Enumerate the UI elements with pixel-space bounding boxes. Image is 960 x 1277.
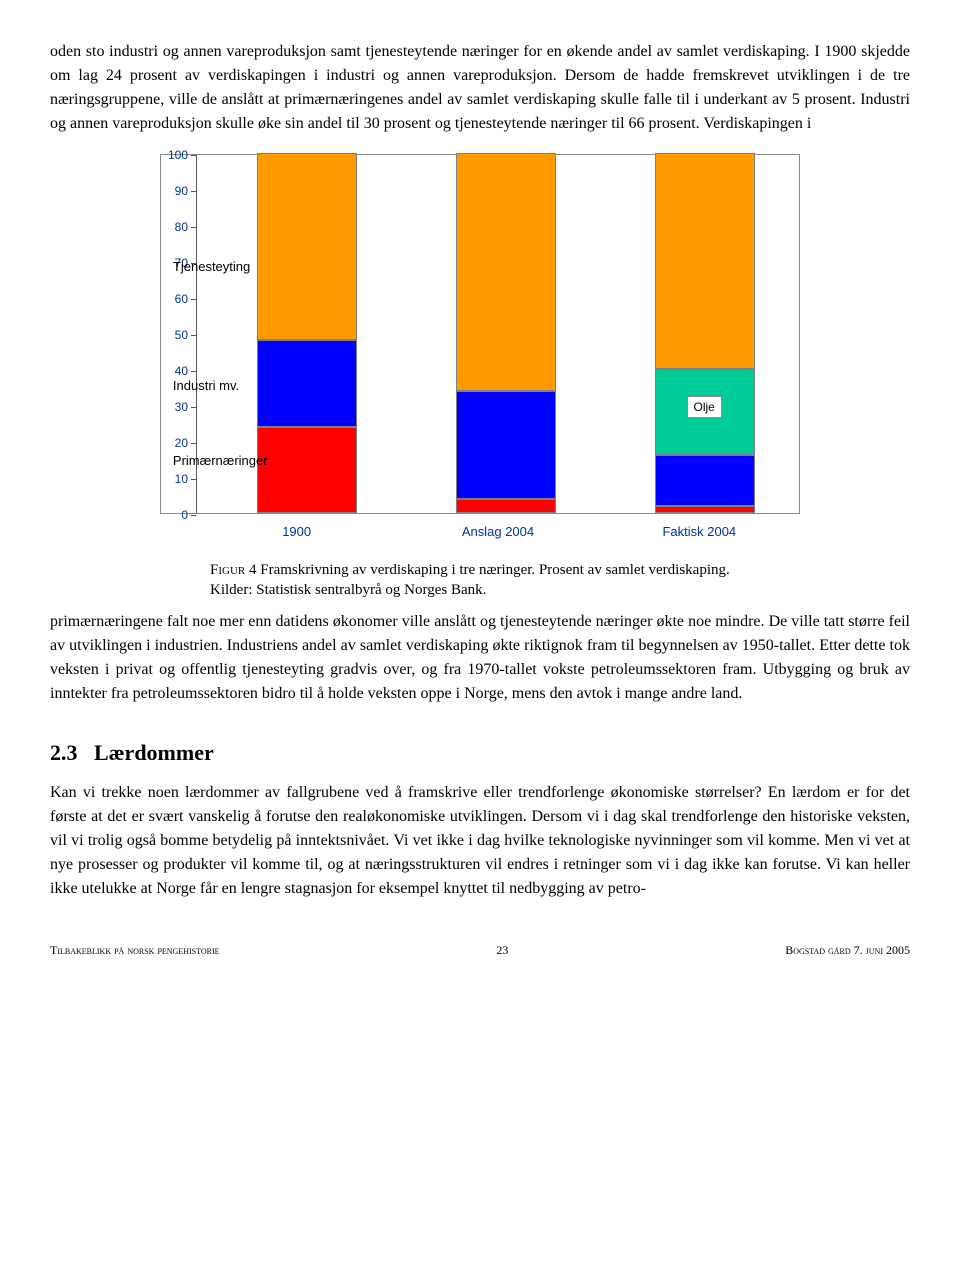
- page-footer: Tilbakeblikk på norsk pengehistorie 23 B…: [50, 941, 910, 959]
- y-tick: [191, 371, 196, 372]
- y-tick: [191, 515, 196, 516]
- caption-text: Framskrivning av verdiskaping i tre næri…: [260, 562, 730, 578]
- chart-plot-area: 0102030405060708090100 TjenesteytingIndu…: [160, 154, 800, 514]
- segment-tjeneste: [655, 153, 755, 369]
- caption-prefix: Figur: [210, 562, 245, 578]
- series-label: Industri mv.: [173, 376, 239, 396]
- y-tick-label: 0: [181, 506, 188, 524]
- olje-label: Olje: [687, 396, 722, 418]
- segment-industri: [655, 455, 755, 505]
- segment-industri: [257, 340, 357, 426]
- series-label: Tjenesteyting: [173, 257, 250, 277]
- y-tick: [191, 299, 196, 300]
- y-tick: [191, 227, 196, 228]
- section-title: Lærdommer: [94, 740, 214, 765]
- body-paragraph-3: Kan vi trekke noen lærdommer av fallgrub…: [50, 781, 910, 901]
- y-tick-label: 100: [168, 146, 188, 164]
- y-tick: [191, 479, 196, 480]
- x-tick-label: Faktisk 2004: [600, 522, 799, 542]
- bar-Faktisk 2004: [655, 153, 755, 513]
- y-tick: [191, 155, 196, 156]
- caption-number: 4: [249, 562, 257, 578]
- figure-caption: Figur 4 Framskrivning av verdiskaping i …: [210, 560, 750, 601]
- x-tick-label: 1900: [197, 522, 396, 542]
- plot-region: TjenesteytingIndustri mv.PrimærnæringerO…: [197, 155, 799, 513]
- body-paragraph-1: oden sto industri og annen vareproduksjo…: [50, 40, 910, 136]
- series-label: Primærnæringer: [173, 451, 268, 471]
- segment-tjeneste: [456, 153, 556, 391]
- bar-1900: [257, 153, 357, 513]
- footer-right: Bogstad gård 7. juni 2005: [785, 941, 910, 959]
- segment-industri: [456, 391, 556, 499]
- segment-primar: [257, 427, 357, 513]
- y-tick: [191, 443, 196, 444]
- x-tick-label: Anslag 2004: [398, 522, 597, 542]
- y-tick-label: 60: [175, 290, 188, 308]
- y-tick: [191, 407, 196, 408]
- y-tick-label: 30: [175, 398, 188, 416]
- figure-4: 0102030405060708090100 TjenesteytingIndu…: [160, 154, 800, 600]
- caption-source: Kilder: Statistisk sentralbyrå og Norges…: [210, 582, 486, 598]
- y-tick-label: 10: [175, 470, 188, 488]
- section-number: 2.3: [50, 740, 78, 765]
- y-tick-label: 50: [175, 326, 188, 344]
- y-tick: [191, 191, 196, 192]
- y-tick-label: 90: [175, 182, 188, 200]
- segment-primar: [655, 506, 755, 513]
- footer-page-number: 23: [496, 941, 508, 959]
- section-heading: 2.3 Lærdommer: [50, 736, 910, 769]
- segment-primar: [456, 499, 556, 513]
- x-axis-labels: 1900Anslag 2004Faktisk 2004: [196, 522, 800, 542]
- y-tick-label: 80: [175, 218, 188, 236]
- body-paragraph-2: primærnæringene falt noe mer enn datiden…: [50, 610, 910, 706]
- y-tick: [191, 335, 196, 336]
- footer-left: Tilbakeblikk på norsk pengehistorie: [50, 941, 220, 959]
- y-tick-label: 20: [175, 434, 188, 452]
- segment-tjeneste: [257, 153, 357, 340]
- bar-Anslag 2004: [456, 153, 556, 513]
